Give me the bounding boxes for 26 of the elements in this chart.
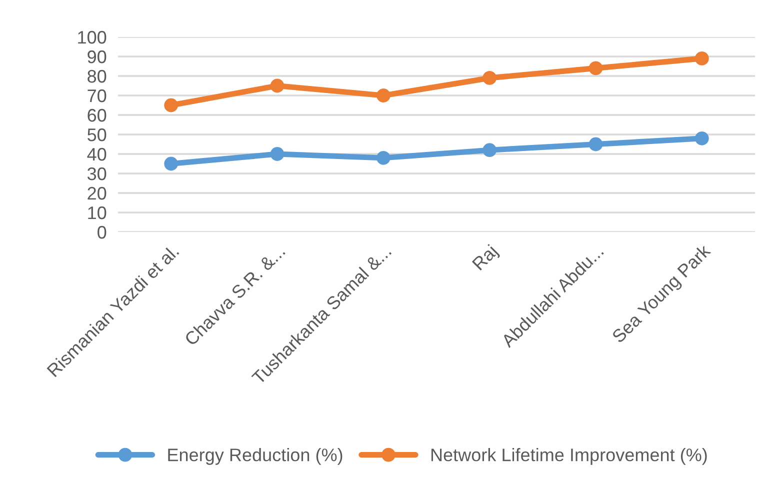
point (694, 52, 709, 66)
point (588, 61, 603, 76)
point (482, 143, 497, 158)
x-tick-label: Raj (471, 244, 501, 274)
y-tick-label: 90 (88, 50, 106, 64)
y-tick-label: 30 (87, 167, 106, 180)
y-tick-label: 60 (88, 108, 106, 122)
y-tick-label: 70 (88, 89, 106, 102)
y-tick-label: 20 (88, 186, 106, 200)
y-tick-label: 40 (87, 148, 106, 161)
point (694, 131, 709, 146)
point (482, 71, 497, 85)
y-tick-label: 80 (88, 70, 106, 83)
y-tick-label: 0 (98, 226, 106, 239)
point (376, 88, 390, 102)
point (270, 147, 284, 161)
point (164, 156, 178, 171)
y-tick-label: 50 (88, 128, 106, 142)
point (588, 137, 603, 152)
legend-label: Network Lifetime Improvement (%) (431, 448, 707, 465)
legend-label: Energy Reduction (%) (168, 448, 342, 465)
point (270, 78, 284, 93)
y-tick-label: 100 (78, 30, 106, 44)
point (376, 150, 390, 165)
point (164, 98, 178, 112)
y-tick-label: 10 (88, 206, 106, 220)
